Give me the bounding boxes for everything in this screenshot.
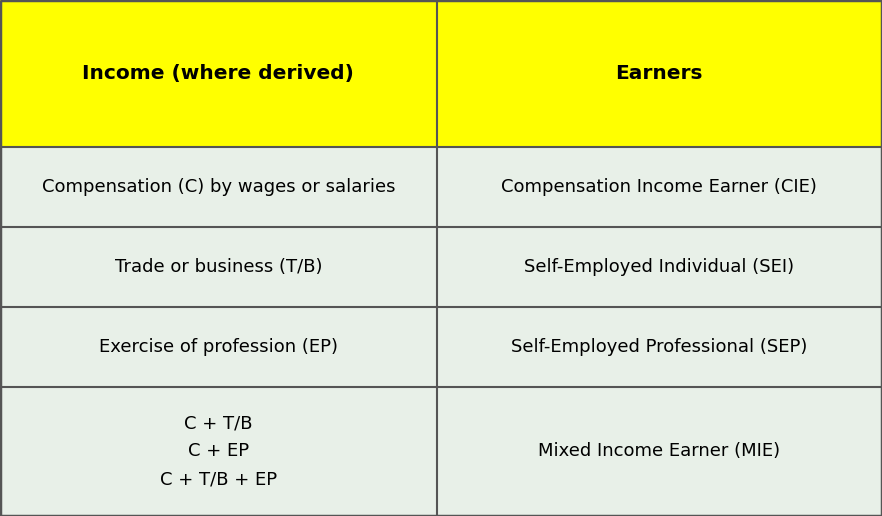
Bar xyxy=(437,387,882,516)
Bar xyxy=(0,147,437,227)
Text: Self-Employed Professional (SEP): Self-Employed Professional (SEP) xyxy=(511,338,808,356)
Text: Self-Employed Individual (SEI): Self-Employed Individual (SEI) xyxy=(524,258,795,276)
Bar xyxy=(0,307,437,387)
Bar xyxy=(0,227,437,307)
Bar xyxy=(437,147,882,227)
Bar xyxy=(437,0,882,147)
Text: Compensation (C) by wages or salaries: Compensation (C) by wages or salaries xyxy=(41,178,395,196)
Text: Income (where derived): Income (where derived) xyxy=(82,64,355,83)
Text: Exercise of profession (EP): Exercise of profession (EP) xyxy=(99,338,338,356)
Text: Compensation Income Earner (CIE): Compensation Income Earner (CIE) xyxy=(501,178,818,196)
Text: Mixed Income Earner (MIE): Mixed Income Earner (MIE) xyxy=(538,443,781,460)
Bar xyxy=(437,307,882,387)
Text: Trade or business (T/B): Trade or business (T/B) xyxy=(115,258,322,276)
Text: C + T/B
C + EP
C + T/B + EP: C + T/B C + EP C + T/B + EP xyxy=(160,415,277,488)
Text: Earners: Earners xyxy=(616,64,703,83)
Bar xyxy=(0,0,437,147)
Bar xyxy=(437,227,882,307)
Bar xyxy=(0,387,437,516)
